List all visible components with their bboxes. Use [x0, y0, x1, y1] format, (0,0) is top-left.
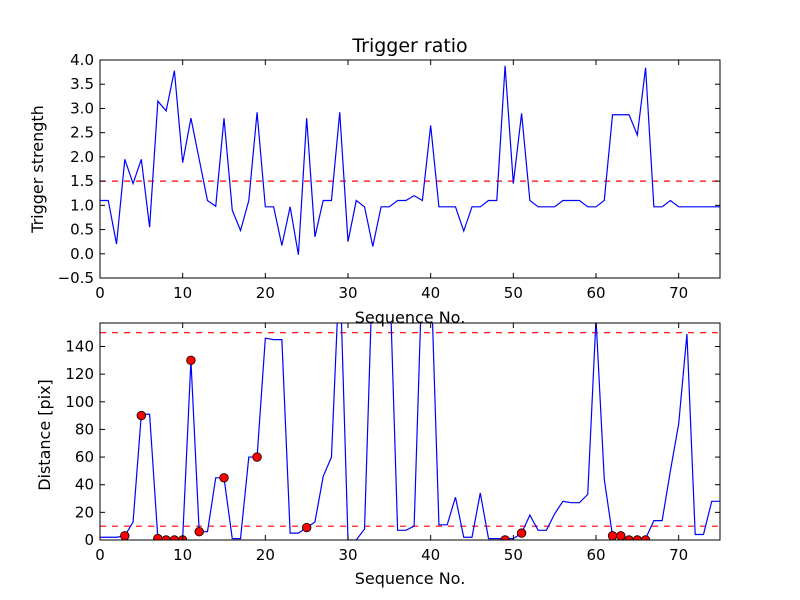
y-axis-label: Distance [pix]	[35, 379, 54, 491]
x-tick-label: 10	[173, 546, 192, 564]
y-tick-label: 1.5	[70, 172, 94, 190]
x-tick-label: 30	[338, 546, 357, 564]
y-tick-label: 4.0	[70, 51, 94, 69]
y-tick-label: 2.5	[70, 124, 94, 142]
data-point-marker	[219, 473, 229, 483]
data-point-marker	[607, 531, 618, 540]
data-point-marker	[616, 531, 626, 540]
y-tick-label: 20	[75, 503, 94, 521]
plot-frame	[99, 59, 721, 279]
y-tick-label: 0.5	[70, 221, 94, 239]
data-point-marker	[136, 410, 147, 421]
data-point-marker	[153, 533, 163, 540]
data-point-marker	[301, 522, 312, 533]
x-tick-label: 40	[421, 546, 440, 564]
x-tick-label: 40	[421, 284, 440, 302]
series-line	[100, 323, 720, 540]
data-point-marker	[194, 527, 204, 537]
x-tick-label: 50	[504, 284, 523, 302]
plot-area	[100, 65, 720, 255]
data-point-marker	[632, 535, 643, 540]
data-point-marker	[640, 535, 651, 540]
y-tick-label: 0.0	[70, 245, 94, 263]
plot-area	[100, 323, 720, 540]
y-tick-label: 100	[65, 393, 94, 411]
y-tick-label: 140	[65, 337, 94, 355]
data-point-marker	[624, 535, 634, 540]
y-axis-label: Trigger strength	[28, 105, 47, 234]
y-tick-label: 40	[75, 476, 94, 494]
data-point-marker	[252, 452, 262, 462]
x-tick-label: 0	[95, 284, 105, 302]
data-point-marker	[120, 531, 130, 540]
top-panel-trigger-ratio: Trigger ratio Trigger strength Sequence …	[28, 35, 721, 327]
y-tick-label: 80	[75, 420, 94, 438]
x-tick-label: 10	[173, 284, 192, 302]
data-point-marker	[169, 535, 180, 540]
y-tick-label: 1.0	[70, 196, 94, 214]
x-tick-label: 60	[586, 546, 605, 564]
chart-title: Trigger ratio	[351, 35, 467, 57]
data-point-marker	[500, 535, 510, 540]
y-tick-label: 120	[65, 365, 94, 383]
x-tick-label: 70	[669, 284, 688, 302]
x-tick-label: 20	[256, 284, 275, 302]
data-point-marker	[516, 528, 527, 538]
plot-frame	[99, 322, 721, 541]
y-tick-label: 2.0	[70, 148, 94, 166]
series-line	[100, 65, 720, 255]
data-point-marker	[186, 355, 196, 366]
y-tick-label: 0	[84, 531, 94, 549]
y-tick-label: 3.0	[70, 99, 94, 117]
y-tick-label: 3.5	[70, 75, 94, 93]
x-tick-label: 70	[669, 546, 688, 564]
x-tick-label: 0	[95, 546, 105, 564]
x-tick-label: 30	[338, 284, 357, 302]
bottom-panel-distance: Distance [pix] Sequence No. 0 10 20 30 40 50 6…	[35, 322, 721, 588]
x-tick-label: 20	[256, 546, 275, 564]
x-axis-label: Sequence No.	[355, 308, 466, 327]
y-tick-label: 60	[75, 448, 94, 466]
x-tick-label: 50	[504, 546, 523, 564]
x-tick-label: 60	[586, 284, 605, 302]
data-point-marker	[161, 535, 171, 540]
x-axis-label: Sequence No.	[355, 569, 466, 588]
y-tick-label: −0.5	[58, 269, 94, 287]
